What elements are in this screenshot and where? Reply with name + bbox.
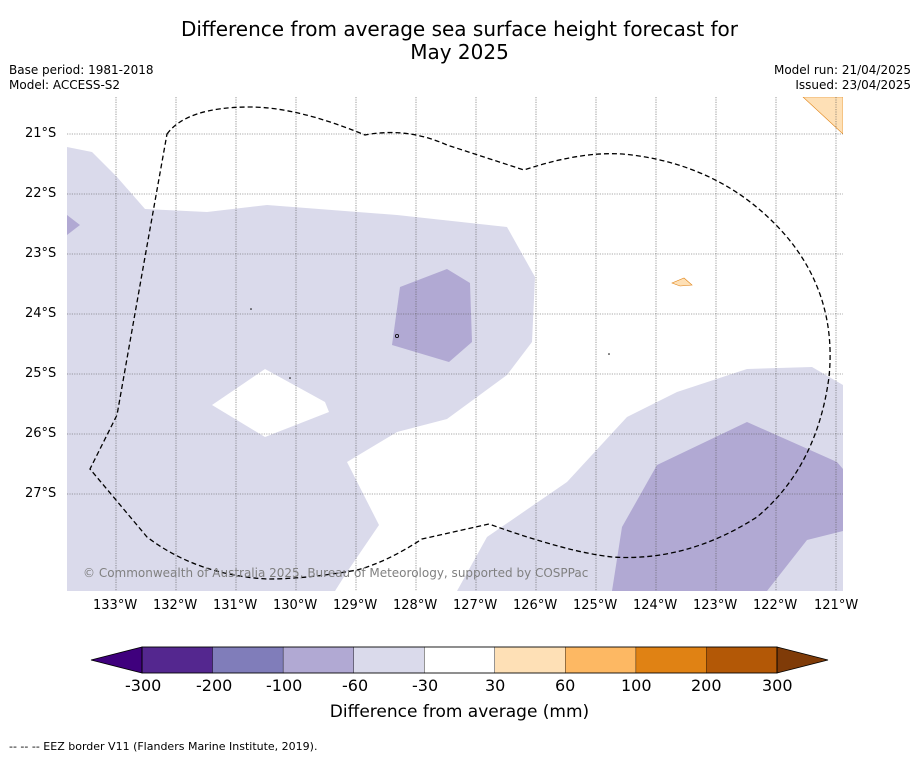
- anomaly-hole: [212, 369, 329, 437]
- colorbar-segment: [565, 646, 637, 674]
- colorbar-segments: [141, 646, 778, 674]
- colorbar-tick: 300: [762, 676, 793, 695]
- lon-label: 129°W: [333, 598, 378, 613]
- lon-label: 128°W: [393, 598, 438, 613]
- map-speck-3: [608, 353, 610, 355]
- map-speck-4: [394, 333, 399, 338]
- colorbar-segment: [282, 646, 355, 674]
- lon-label: 131°W: [213, 598, 258, 613]
- lon-label: 123°W: [693, 598, 738, 613]
- lon-label: 127°W: [453, 598, 498, 613]
- meta-right: Model run: 21/04/2025 Issued: 23/04/2025: [774, 63, 911, 93]
- lat-label: 27°S: [25, 486, 57, 501]
- colorbar-tick: -200: [196, 676, 233, 695]
- colorbar: [90, 646, 829, 674]
- anomaly-region-positive-1: [802, 97, 843, 135]
- map-speck-2: [289, 377, 291, 379]
- anomaly-region-medium-2: [612, 422, 843, 591]
- colorbar-tick: -100: [266, 676, 303, 695]
- colorbar-tick: 200: [691, 676, 722, 695]
- lat-gridlines: [67, 133, 843, 495]
- colorbar-segment: [141, 646, 214, 674]
- eez-border: [89, 106, 831, 580]
- lat-label: 22°S: [25, 186, 57, 201]
- lon-label: 125°W: [573, 598, 618, 613]
- lat-label: 26°S: [25, 426, 57, 441]
- colorbar-segment: [424, 646, 496, 674]
- lon-label: 130°W: [273, 598, 318, 613]
- lon-label: 133°W: [93, 598, 138, 613]
- colorbar-segment: [706, 646, 778, 674]
- eez-footnote: -- -- -- EEZ border V11 (Flanders Marine…: [9, 740, 318, 753]
- lon-label: 122°W: [753, 598, 798, 613]
- colorbar-ticks: -300 -200 -100 -60 -30 30 60 100 200 300: [90, 676, 830, 698]
- lon-label: 121°W: [814, 598, 859, 613]
- map-speck-1: [250, 308, 252, 310]
- base-period: Base period: 1981-2018: [9, 63, 154, 77]
- colorbar-segment: [494, 646, 566, 674]
- colorbar-tick: 100: [621, 676, 652, 695]
- lat-label: 23°S: [25, 246, 57, 261]
- lon-label: 124°W: [633, 598, 678, 613]
- colorbar-segment: [353, 646, 425, 674]
- copyright-text: © Commonwealth of Australia 2025, Bureau…: [83, 566, 588, 580]
- title-line-1: Difference from average sea surface heig…: [180, 17, 739, 41]
- lat-label: 25°S: [25, 366, 57, 381]
- anomaly-region-medium-1: [392, 269, 472, 362]
- lon-gridlines: [115, 97, 837, 591]
- model-name: Model: ACCESS-S2: [9, 78, 121, 92]
- sea-height-map: © Commonwealth of Australia 2025, Bureau…: [67, 97, 843, 591]
- colorbar-extend-min: [90, 646, 143, 674]
- colorbar-tick: -30: [412, 676, 439, 695]
- colorbar-title: Difference from average (mm): [329, 702, 590, 722]
- colorbar-tick: 60: [555, 676, 576, 695]
- anomaly-region-positive-2: [671, 277, 693, 287]
- colorbar-outline: [141, 646, 778, 674]
- colorbar-tick: 30: [485, 676, 506, 695]
- title-line-2: May 2025: [410, 40, 509, 64]
- anomaly-region-light: [67, 147, 535, 591]
- model-run: Model run: 21/04/2025: [773, 63, 911, 77]
- lon-label: 132°W: [153, 598, 198, 613]
- colorbar-segment: [212, 646, 284, 674]
- issued-date: Issued: 23/04/2025: [795, 78, 911, 92]
- colorbar-tick: -60: [342, 676, 369, 695]
- meta-left: Base period: 1981-2018 Model: ACCESS-S2: [9, 63, 154, 93]
- lon-label: 126°W: [513, 598, 558, 613]
- chart-title: Difference from average sea surface heig…: [0, 18, 919, 64]
- colorbar-extend-max: [776, 646, 829, 674]
- lat-label: 24°S: [25, 306, 57, 321]
- anomaly-region-medium-3: [67, 215, 80, 235]
- colorbar-segment: [635, 646, 707, 674]
- lat-label: 21°S: [25, 126, 57, 141]
- colorbar-tick: -300: [125, 676, 162, 695]
